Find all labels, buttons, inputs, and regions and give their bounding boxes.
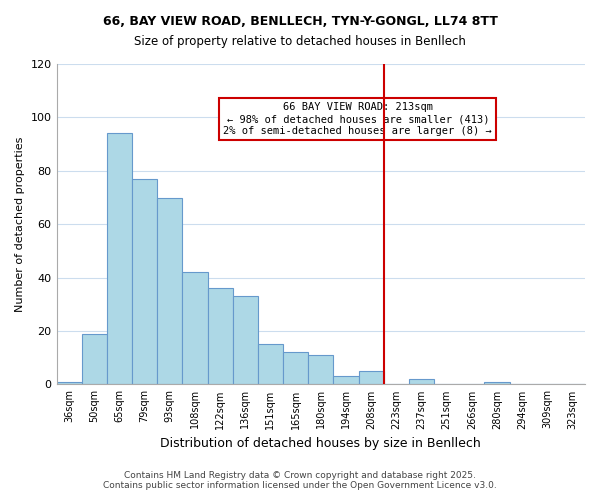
Y-axis label: Number of detached properties: Number of detached properties — [15, 136, 25, 312]
Bar — [233, 296, 258, 384]
Bar — [107, 134, 132, 384]
Text: Size of property relative to detached houses in Benllech: Size of property relative to detached ho… — [134, 35, 466, 48]
Bar — [157, 198, 182, 384]
Bar — [182, 272, 208, 384]
Bar — [484, 382, 509, 384]
Bar — [283, 352, 308, 384]
Bar — [82, 334, 107, 384]
Bar — [334, 376, 359, 384]
Bar — [409, 379, 434, 384]
X-axis label: Distribution of detached houses by size in Benllech: Distribution of detached houses by size … — [160, 437, 481, 450]
Bar — [208, 288, 233, 384]
Bar — [132, 179, 157, 384]
Bar — [308, 355, 334, 384]
Bar — [258, 344, 283, 385]
Text: 66, BAY VIEW ROAD, BENLLECH, TYN-Y-GONGL, LL74 8TT: 66, BAY VIEW ROAD, BENLLECH, TYN-Y-GONGL… — [103, 15, 497, 28]
Bar — [56, 382, 82, 384]
Bar — [359, 371, 383, 384]
Text: Contains HM Land Registry data © Crown copyright and database right 2025.
Contai: Contains HM Land Registry data © Crown c… — [103, 470, 497, 490]
Text: 66 BAY VIEW ROAD: 213sqm
← 98% of detached houses are smaller (413)
2% of semi-d: 66 BAY VIEW ROAD: 213sqm ← 98% of detach… — [223, 102, 492, 136]
